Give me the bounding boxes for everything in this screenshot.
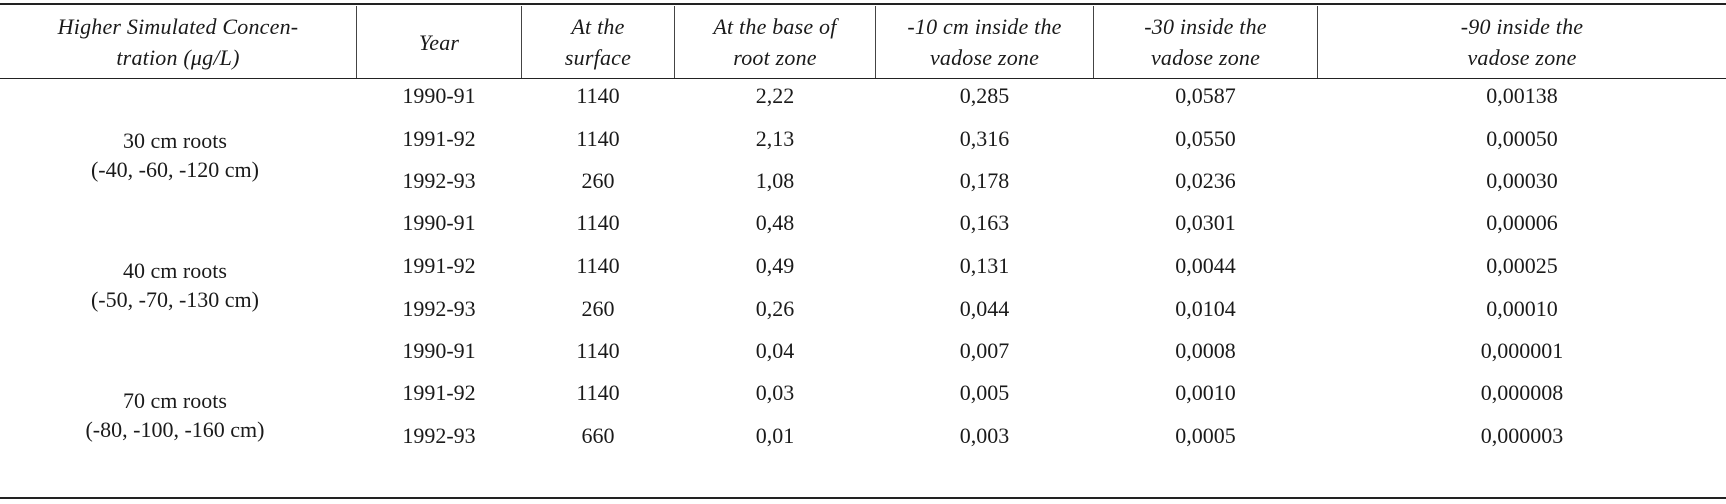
header-divider [674,6,675,78]
header-year: Year [357,6,521,78]
cell-v90: 0,00050 [1486,125,1558,151]
cell-v10: 0,003 [959,422,1010,448]
header-divider [875,6,876,78]
cell-v90: 0,00030 [1486,167,1558,193]
group-label: 70 cm roots [123,388,227,413]
header-vadose-30: -30 inside the vadose zone [1094,6,1317,78]
header-divider [521,6,522,78]
cell-surface: 1140 [576,252,620,278]
cell-v90: 0,000003 [1480,422,1564,448]
table-top-rule [0,3,1726,5]
cell-v30: 0,0044 [1175,252,1236,278]
header-line: surface [564,45,632,70]
group-70cm-roots: 70 cm roots (-80, -100, -160 cm) [0,355,350,475]
header-line: vadose zone [1150,45,1261,70]
cell-root-base: 0,48 [755,209,795,235]
cell-v90: 0,000001 [1480,337,1564,363]
group-depths: (-40, -60, -120 cm) [90,157,259,182]
cell-year: 1991-92 [402,252,476,278]
cell-root-base: 0,01 [755,422,795,448]
cell-surface: 1140 [576,379,620,405]
header-line: Higher Simulated Concen- [57,14,299,39]
header-vadose-10: -10 cm inside the vadose zone [876,6,1093,78]
cell-v30: 0,0550 [1175,125,1236,151]
group-label: 30 cm roots [123,128,227,153]
cell-v10: 0,044 [959,295,1010,321]
cell-surface: 260 [581,167,615,193]
header-divider [1093,6,1094,78]
cell-v90: 0,00010 [1486,295,1558,321]
cell-v90: 0,00006 [1486,209,1558,235]
cell-v10: 0,131 [959,252,1010,278]
cell-v10: 0,178 [959,167,1010,193]
header-line: tration (μg/L) [116,45,240,70]
cell-v30: 0,0236 [1175,167,1236,193]
cell-v10: 0,007 [959,337,1010,363]
header-line: -10 cm inside the [907,14,1062,39]
header-line: vadose zone [929,45,1040,70]
header-root-base: At the base of root zone [675,6,875,78]
group-30cm-roots: 30 cm roots (-40, -60, -120 cm) [0,95,350,215]
cell-surface: 260 [581,295,615,321]
cell-surface: 1140 [576,125,620,151]
cell-surface: 1140 [576,82,620,108]
cell-surface: 1140 [576,337,620,363]
cell-v10: 0,163 [959,209,1010,235]
cell-v30: 0,0587 [1175,82,1236,108]
cell-v30: 0,0010 [1175,379,1236,405]
header-line: vadose zone [1467,45,1577,70]
header-vadose-90: -90 inside the vadose zone [1318,6,1726,78]
cell-root-base: 0,49 [755,252,795,278]
header-concentration: Higher Simulated Concen- tration (μg/L) [0,6,356,78]
header-line: Year [418,29,460,55]
cell-year: 1992-93 [402,295,476,321]
cell-root-base: 1,08 [755,167,795,193]
cell-year: 1990-91 [402,82,476,108]
header-divider [356,6,357,78]
cell-surface: 660 [581,422,615,448]
cell-root-base: 2,22 [755,82,795,108]
table-header-rule [0,78,1726,79]
cell-root-base: 0,03 [755,379,795,405]
cell-root-base: 2,13 [755,125,795,151]
cell-year: 1992-93 [402,167,476,193]
cell-year: 1990-91 [402,337,476,363]
cell-surface: 1140 [576,209,620,235]
header-line: -90 inside the [1460,14,1584,39]
group-label: 40 cm roots [123,258,227,283]
cell-year: 1991-92 [402,379,476,405]
cell-v10: 0,005 [959,379,1010,405]
table-bottom-rule [0,497,1726,499]
cell-year: 1992-93 [402,422,476,448]
cell-v30: 0,0005 [1175,422,1236,448]
group-depths: (-50, -70, -130 cm) [90,287,259,312]
cell-v90: 0,00138 [1486,82,1558,108]
cell-root-base: 0,04 [755,337,795,363]
header-line: -30 inside the [1144,14,1267,39]
cell-root-base: 0,26 [755,295,795,321]
cell-v90: 0,00025 [1486,252,1558,278]
header-line: root zone [733,45,817,70]
group-depths: (-80, -100, -160 cm) [85,417,265,442]
header-surface: At the surface [522,6,674,78]
cell-v30: 0,0104 [1175,295,1236,321]
header-divider [1317,6,1318,78]
cell-v10: 0,285 [959,82,1010,108]
cell-v30: 0,0008 [1175,337,1236,363]
group-40cm-roots: 40 cm roots (-50, -70, -130 cm) [0,225,350,345]
header-line: At the [571,14,625,39]
cell-year: 1991-92 [402,125,476,151]
cell-v30: 0,0301 [1175,209,1236,235]
cell-v90: 0,000008 [1480,379,1564,405]
header-line: At the base of [713,14,837,39]
cell-v10: 0,316 [959,125,1010,151]
cell-year: 1990-91 [402,209,476,235]
